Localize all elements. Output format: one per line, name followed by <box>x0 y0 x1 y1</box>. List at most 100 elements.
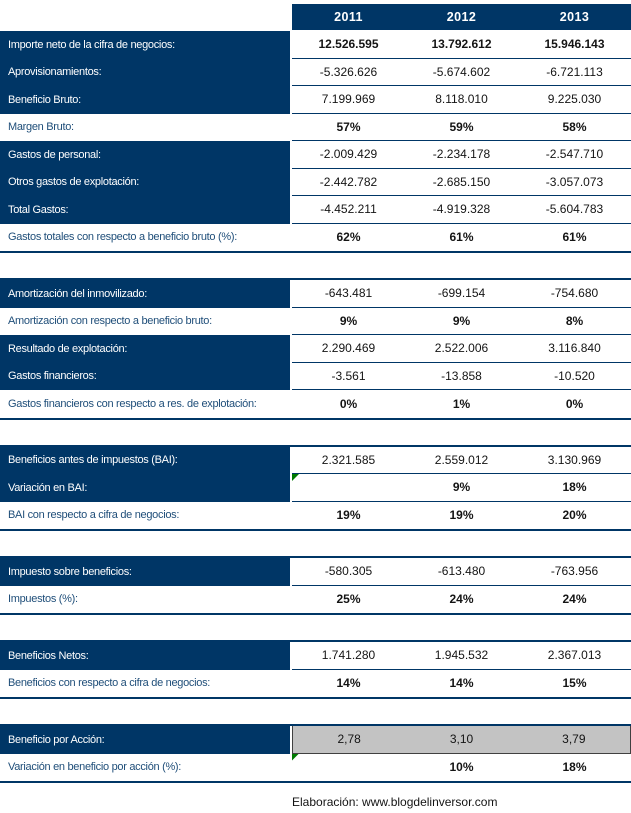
row-label: Gastos totales con respecto a beneficio … <box>8 231 237 244</box>
value-cell: 9.225.030 <box>518 86 631 114</box>
table-row: Variación en BAI: 9% 18% <box>0 474 631 502</box>
value-cell: 18% <box>518 474 631 502</box>
row-label: Margen Bruto: <box>8 121 74 134</box>
table-row: Variación en beneficio por acción (%): 10… <box>0 753 631 781</box>
row-label: Beneficios con respecto a cifra de negoc… <box>8 677 211 690</box>
row-label: Importe neto de la cifra de negocios: <box>0 31 290 59</box>
value-cell: -763.956 <box>518 558 631 586</box>
value-cell: 3,10 <box>405 726 518 754</box>
row-label: Impuesto sobre beneficios: <box>0 558 290 586</box>
value-cell: 12.526.595 <box>292 31 405 59</box>
value-cell: 19% <box>292 501 405 529</box>
table-row: Amortización con respecto a beneficio br… <box>0 307 631 335</box>
value-cell <box>292 753 405 781</box>
table-row: Margen Bruto: 57% 59% 58% <box>0 113 631 141</box>
value-cell: 15.946.143 <box>518 31 631 59</box>
row-label: Amortización con respecto a beneficio br… <box>8 315 212 328</box>
row-label: Aprovisionamientos: <box>0 58 290 86</box>
year-header-row: 2011 2012 2013 <box>0 4 631 30</box>
value-cell: 10% <box>405 753 518 781</box>
value-cell: -5.674.602 <box>405 58 518 86</box>
value-cell: 59% <box>405 113 518 141</box>
value-cell: 2.321.585 <box>292 446 405 474</box>
row-label: Impuestos (%): <box>8 593 78 606</box>
table-row: Importe neto de la cifra de negocios: 12.… <box>0 31 631 59</box>
row-label: Variación en beneficio por acción (%): <box>8 761 182 774</box>
table-row: Gastos financieros: -3.561 -13.858 -10.520 <box>0 362 631 390</box>
table-row: Beneficio Bruto: 7.199.969 8.118.010 9.225.… <box>0 86 631 114</box>
value-cell: -5.326.626 <box>292 58 405 86</box>
table-row: Beneficios Netos: 1.741.280 1.945.532 2.367… <box>0 642 631 670</box>
table-row: Beneficio por Acción: 2,78 3,10 3,79 <box>0 726 631 754</box>
value-cell: 25% <box>292 585 405 613</box>
attribution: Elaboración: www.blogdelinversor.com <box>292 795 497 809</box>
table-row: Amortización del inmovilizado: -643.481 -6… <box>0 280 631 308</box>
table-row: Beneficios antes de impuestos (BAI): 2.32… <box>0 446 631 474</box>
row-label: Gastos financieros con respecto a res. d… <box>8 397 257 410</box>
year-header: 2012 <box>405 4 518 30</box>
table-row: Beneficios con respecto a cifra de negoc… <box>0 669 631 697</box>
value-cell: 2.559.012 <box>405 446 518 474</box>
year-header: 2013 <box>518 4 631 30</box>
value-cell: -643.481 <box>292 280 405 308</box>
table-row: Gastos de personal: -2.009.429 -2.234.178-… <box>0 141 631 169</box>
value-cell: 61% <box>518 223 631 251</box>
section-net-profit: Beneficios Netos: 1.741.280 1.945.532 2.367… <box>0 640 631 699</box>
value-cell: 1.741.280 <box>292 642 405 670</box>
value-cell: 24% <box>518 585 631 613</box>
value-cell: -613.480 <box>405 558 518 586</box>
row-label: Resultado de explotación: <box>0 335 290 363</box>
value-cell: 1.945.532 <box>405 642 518 670</box>
value-cell: 14% <box>292 669 405 697</box>
value-cell: 9% <box>405 474 518 502</box>
value-cell: 9% <box>292 307 405 335</box>
value-cell: -2.685.150 <box>405 168 518 196</box>
value-cell: 62% <box>292 223 405 251</box>
table-row: Impuesto sobre beneficios: -580.305 -613.4… <box>0 558 631 586</box>
value-cell: -4.919.328 <box>405 196 518 224</box>
value-cell: 18% <box>518 753 631 781</box>
row-label: Variación en BAI: <box>0 474 290 502</box>
value-cell: 57% <box>292 113 405 141</box>
value-cell: -10.520 <box>518 362 631 390</box>
value-cell: 0% <box>292 390 405 418</box>
value-cell: 3.116.840 <box>518 335 631 363</box>
row-label: BAI con respecto a cifra de negocios: <box>8 509 180 522</box>
row-label: Beneficios Netos: <box>0 642 290 670</box>
section-taxes: Impuesto sobre beneficios: -580.305 -613.4… <box>0 556 631 615</box>
row-label: Beneficio Bruto: <box>0 86 290 114</box>
table-row: Gastos totales con respecto a beneficio … <box>0 223 631 251</box>
value-cell: 3,79 <box>517 726 631 754</box>
value-cell: -580.305 <box>292 558 405 586</box>
value-cell: 20% <box>518 501 631 529</box>
value-cell: -13.858 <box>405 362 518 390</box>
value-cell: -754.680 <box>518 280 631 308</box>
row-label: Amortización del inmovilizado: <box>0 280 290 308</box>
section-revenue-and-expenses: Importe neto de la cifra de negocios: 12.… <box>0 31 631 253</box>
value-cell: -699.154 <box>405 280 518 308</box>
table-row: Resultado de explotación: 2.290.469 2.522.… <box>0 335 631 363</box>
row-label: Gastos financieros: <box>0 362 290 390</box>
value-cell: 24% <box>405 585 518 613</box>
table-row: BAI con respecto a cifra de negocios: 19%… <box>0 501 631 529</box>
value-cell: 0% <box>518 390 631 418</box>
value-cell: 9% <box>405 307 518 335</box>
row-label: Total Gastos: <box>0 196 290 224</box>
year-header: 2011 <box>292 4 405 30</box>
table-row: Aprovisionamientos: -5.326.626 -5.674.602-… <box>0 58 631 86</box>
section-amortization-and-operating-result: Amortización del inmovilizado: -643.481 -6… <box>0 278 631 420</box>
value-cell: 1% <box>405 390 518 418</box>
green-corner-marker-icon <box>292 474 299 481</box>
value-cell: -4.452.211 <box>292 196 405 224</box>
table-row: Impuestos (%): 25% 24% 24% <box>0 585 631 613</box>
header-spacer <box>0 4 292 30</box>
value-cell: -3.057.073 <box>518 168 631 196</box>
value-cell: 19% <box>405 501 518 529</box>
table-body: 2011 2012 2013 Importe neto de la cifra de … <box>0 4 631 783</box>
row-label: Beneficios antes de impuestos (BAI): <box>0 446 290 474</box>
section-pre-tax-profit: Beneficios antes de impuestos (BAI): 2.32… <box>0 444 631 531</box>
table-row: Total Gastos: -4.452.211 -4.919.328 -5.604.… <box>0 196 631 224</box>
row-label: Beneficio por Acción: <box>0 726 290 754</box>
value-cell: 7.199.969 <box>292 86 405 114</box>
